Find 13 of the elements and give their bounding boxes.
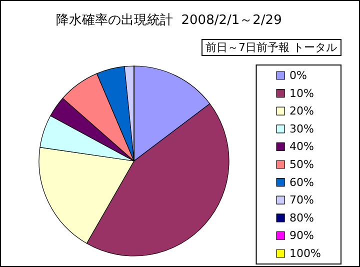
legend-label: 100%	[290, 247, 322, 260]
legend-label: 20%	[290, 104, 314, 118]
chart-title: 降水確率の出現統計 2008/2/1～2/29	[56, 12, 282, 28]
legend-label: 70%	[290, 194, 314, 207]
chart-subtitle: 前日～7日前予報 トータル	[206, 41, 338, 54]
legend-label: 90%	[290, 229, 314, 242]
legend-label: 10%	[290, 86, 314, 100]
legend-label: 30%	[290, 122, 314, 136]
legend-label: 40%	[290, 140, 314, 154]
legend-label: 80%	[290, 211, 314, 224]
legend-label: 0%	[290, 69, 308, 82]
legend-label: 50%	[290, 158, 314, 171]
legend-label: 60%	[290, 176, 314, 189]
